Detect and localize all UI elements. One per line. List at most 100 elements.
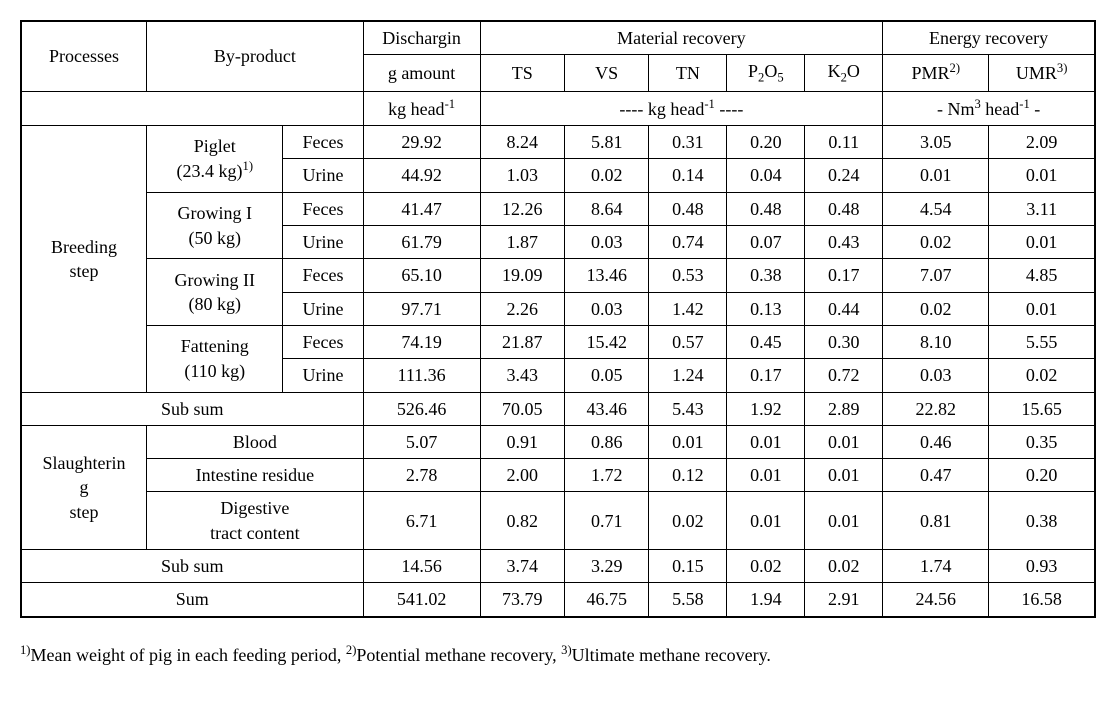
cell: 70.05 [480,392,564,425]
footnotes: 1)Mean weight of pig in each feeding per… [20,636,1096,676]
type: Feces [283,126,363,159]
cell: 0.01 [989,292,1095,325]
cell: 1.87 [480,226,564,259]
cell: 0.04 [727,159,805,192]
cell: 111.36 [363,359,480,392]
cell: 5.58 [649,583,727,617]
cell: 0.38 [727,259,805,292]
col-discharging: Dischargin [363,21,480,55]
byproduct-blood: Blood [147,425,364,458]
cell: 0.02 [989,359,1095,392]
cell: 0.03 [564,226,648,259]
cell: 0.15 [649,550,727,583]
cell: 19.09 [480,259,564,292]
cell: 0.11 [805,126,883,159]
cell: 0.71 [564,492,648,550]
cell: 8.24 [480,126,564,159]
unit-kg-head-dashes: ---- kg head-1 ---- [480,91,883,125]
cell: 0.48 [805,192,883,225]
cell: 0.02 [883,226,989,259]
cell: 0.57 [649,325,727,358]
cell: 74.19 [363,325,480,358]
cell: 0.01 [727,459,805,492]
type: Urine [283,159,363,192]
col-processes: Processes [21,21,147,91]
cell: 1.03 [480,159,564,192]
cell: 1.72 [564,459,648,492]
cell: 5.81 [564,126,648,159]
cell: 73.79 [480,583,564,617]
type: Feces [283,192,363,225]
stage-growing1: Growing I(50 kg) [147,192,283,259]
cell: 0.86 [564,425,648,458]
cell: 2.78 [363,459,480,492]
cell: 0.74 [649,226,727,259]
cell: 0.47 [883,459,989,492]
cell: 0.12 [649,459,727,492]
cell: 0.48 [649,192,727,225]
col-umr: UMR3) [989,55,1095,92]
cell: 0.01 [727,492,805,550]
cell: 2.09 [989,126,1095,159]
cell: 22.82 [883,392,989,425]
cell: 0.35 [989,425,1095,458]
cell: 3.74 [480,550,564,583]
cell: 44.92 [363,159,480,192]
cell: 0.46 [883,425,989,458]
cell: 1.42 [649,292,727,325]
cell: 3.43 [480,359,564,392]
cell: 0.02 [649,492,727,550]
cell: 65.10 [363,259,480,292]
colgroup-energy-recovery: Energy recovery [883,21,1095,55]
cell: 6.71 [363,492,480,550]
cell: 0.03 [883,359,989,392]
stage-piglet: Piglet(23.4 kg)1) [147,126,283,193]
sum-label: Sum [21,583,363,617]
cell: 3.29 [564,550,648,583]
cell: 0.53 [649,259,727,292]
cell: 0.02 [883,292,989,325]
cell: 0.01 [727,425,805,458]
stage-growing2: Growing II(80 kg) [147,259,283,326]
cell: 0.82 [480,492,564,550]
recovery-table: Processes By-product Dischargin Material… [20,20,1096,618]
cell: 0.02 [727,550,805,583]
cell: 8.10 [883,325,989,358]
breeding-subsum-label: Sub sum [21,392,363,425]
cell: 0.45 [727,325,805,358]
cell: 0.07 [727,226,805,259]
stage-fattening: Fattening(110 kg) [147,325,283,392]
cell: 0.20 [989,459,1095,492]
cell: 0.31 [649,126,727,159]
col-pmr: PMR2) [883,55,989,92]
cell: 0.24 [805,159,883,192]
cell: 0.38 [989,492,1095,550]
byproduct-digestive: Digestivetract content [147,492,364,550]
colgroup-material-recovery: Material recovery [480,21,883,55]
cell: 0.05 [564,359,648,392]
cell: 13.46 [564,259,648,292]
units-blank [21,91,363,125]
cell: 5.43 [649,392,727,425]
cell: 0.93 [989,550,1095,583]
cell: 0.72 [805,359,883,392]
cell: 0.17 [727,359,805,392]
cell: 21.87 [480,325,564,358]
breeding-step-label: Breedingstep [21,126,147,392]
col-ts: TS [480,55,564,92]
cell: 0.01 [805,492,883,550]
type: Urine [283,292,363,325]
cell: 0.17 [805,259,883,292]
cell: 0.13 [727,292,805,325]
cell: 0.01 [805,425,883,458]
cell: 2.00 [480,459,564,492]
cell: 15.42 [564,325,648,358]
slaughtering-subsum-label: Sub sum [21,550,363,583]
col-byproduct: By-product [147,21,364,91]
cell: 0.01 [883,159,989,192]
col-discharging-line2: g amount [363,55,480,92]
cell: 0.03 [564,292,648,325]
type: Urine [283,359,363,392]
cell: 0.02 [564,159,648,192]
col-tn: TN [649,55,727,92]
